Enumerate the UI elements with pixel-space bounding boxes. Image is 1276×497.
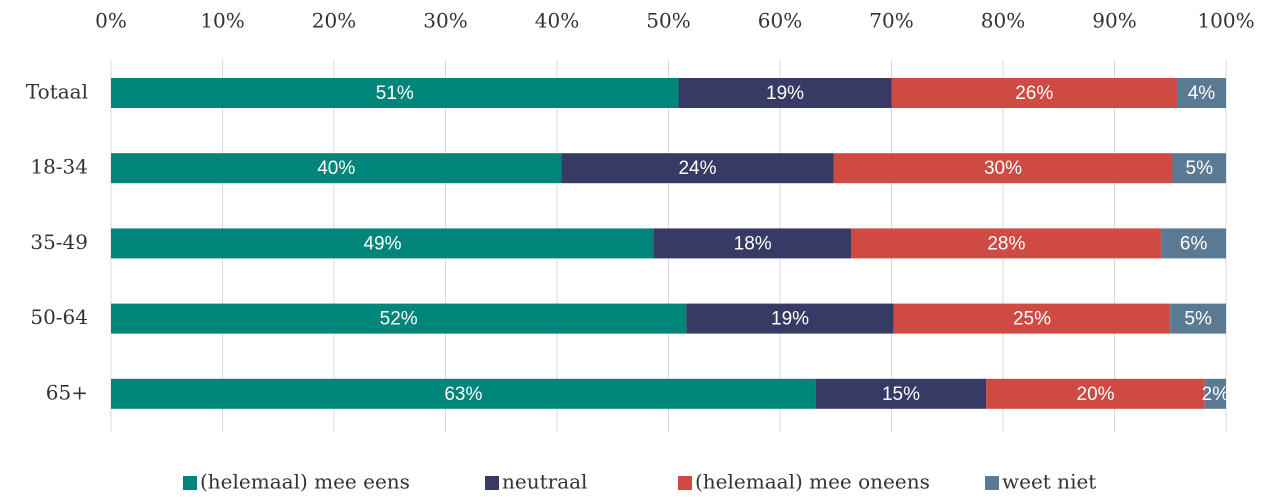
bar-segment <box>893 303 1171 334</box>
bar-segment <box>1176 78 1226 108</box>
legend-swatch <box>485 476 499 490</box>
bar-segment <box>851 228 1162 259</box>
bar-segment <box>1204 378 1226 409</box>
bar-segment <box>686 303 894 334</box>
data-label: 28% <box>987 233 1025 254</box>
legend-swatch <box>183 476 197 490</box>
legend-label: neutraal <box>502 470 587 494</box>
data-label: 24% <box>678 158 716 179</box>
x-tick-label: 40% <box>535 9 579 33</box>
data-label: 15% <box>882 384 920 405</box>
legend-swatch <box>985 476 999 490</box>
x-tick-label: 90% <box>1092 9 1136 33</box>
bar-segment <box>111 78 679 108</box>
bar-segment <box>986 378 1205 409</box>
bar-segment <box>891 78 1177 108</box>
data-label: 52% <box>380 309 418 330</box>
legend-label: weet niet <box>1002 470 1096 494</box>
data-label: 63% <box>444 384 482 405</box>
data-label: 25% <box>1013 309 1051 330</box>
bar-segment <box>111 303 687 334</box>
bar-segment <box>815 378 987 409</box>
data-label: 49% <box>363 233 401 254</box>
x-tick-label: 10% <box>200 9 244 33</box>
x-tick-label: 70% <box>869 9 913 33</box>
bar-segment <box>111 153 562 184</box>
x-tick-label: 50% <box>646 9 690 33</box>
y-tick-label: Totaal <box>26 80 88 104</box>
bar-segment <box>111 378 816 409</box>
x-tick-label: 80% <box>981 9 1025 33</box>
y-tick-label: 35-49 <box>30 230 88 254</box>
legend-swatch <box>678 476 692 490</box>
data-label: 51% <box>376 83 414 104</box>
data-label: 40% <box>317 158 355 179</box>
data-label: 19% <box>771 309 809 330</box>
data-label: 4% <box>1188 83 1216 104</box>
bar-segment <box>654 228 852 259</box>
data-label: 5% <box>1186 158 1214 179</box>
bar-segment <box>111 228 655 259</box>
data-label: 19% <box>766 83 804 104</box>
bar-segment <box>1161 228 1226 259</box>
x-tick-label: 100% <box>1197 9 1254 33</box>
y-tick-label: 18-34 <box>30 155 88 179</box>
data-label: 20% <box>1077 384 1115 405</box>
bar-segment <box>1172 153 1226 184</box>
x-tick-label: 0% <box>95 9 127 33</box>
legend-label: (helemaal) mee eens <box>200 470 410 494</box>
y-tick-label: 50-64 <box>30 305 88 329</box>
bar-segment <box>561 153 834 184</box>
data-label: 2% <box>1202 384 1230 405</box>
data-label: 18% <box>734 233 772 254</box>
legend-label: (helemaal) mee oneens <box>695 470 930 494</box>
bar-segment <box>1170 303 1226 334</box>
x-tick-label: 60% <box>758 9 802 33</box>
bar-segment <box>678 78 892 108</box>
x-tick-label: 20% <box>312 9 356 33</box>
x-tick-label: 30% <box>423 9 467 33</box>
data-label: 5% <box>1184 309 1212 330</box>
data-label: 6% <box>1180 233 1208 254</box>
bar-segment <box>833 153 1173 184</box>
data-label: 26% <box>1015 83 1053 104</box>
y-tick-label: 65+ <box>46 380 88 404</box>
data-label: 30% <box>984 158 1022 179</box>
